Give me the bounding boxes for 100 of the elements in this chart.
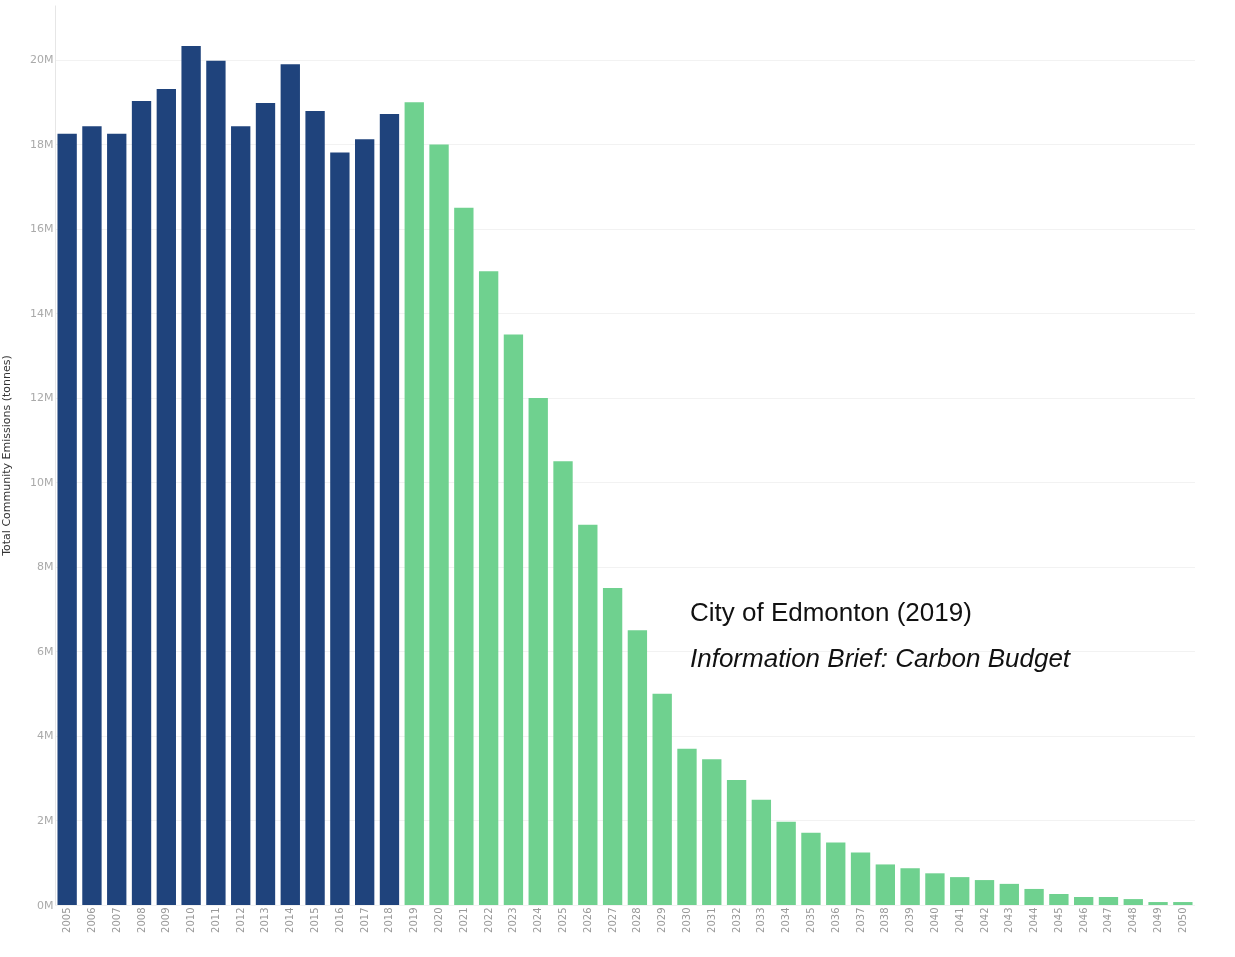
bar: [57, 133, 77, 905]
bar: [404, 102, 424, 905]
x-tick-label: 2039: [904, 907, 916, 933]
x-tick-label: 2038: [879, 907, 891, 933]
bar: [280, 64, 300, 905]
x-tick-label: 2025: [557, 907, 569, 933]
x-tick-label: 2024: [532, 907, 544, 933]
bar: [850, 852, 871, 905]
bar: [950, 877, 970, 905]
x-tick-label: 2027: [606, 907, 618, 933]
x-tick-label: 2045: [1052, 907, 1064, 933]
bar: [181, 45, 201, 905]
x-tick-label: 2050: [1176, 907, 1188, 933]
bar: [677, 748, 697, 905]
bar: [305, 111, 325, 905]
bar: [131, 100, 152, 905]
bar: [1098, 896, 1119, 905]
bar: [1148, 902, 1168, 905]
bar: [726, 779, 747, 905]
bar: [1173, 902, 1193, 905]
bar: [107, 133, 127, 905]
x-tick-label: 2043: [1003, 907, 1015, 933]
y-axis-title: Total Community Emissions (tonnes): [0, 355, 14, 557]
bar: [801, 832, 821, 905]
x-tick-label: 2022: [482, 907, 494, 933]
bar: [702, 759, 722, 905]
x-tick-label: 2029: [656, 907, 668, 933]
bar: [925, 873, 945, 905]
bar: [602, 588, 623, 905]
bar: [379, 114, 400, 905]
bar: [231, 126, 251, 905]
x-tick-label: 2026: [581, 907, 593, 933]
x-tick-label: 2036: [829, 907, 841, 933]
x-tick-label: 2040: [928, 907, 940, 933]
bar: [652, 693, 672, 905]
bar: [1074, 896, 1094, 905]
x-tick-label: 2032: [730, 907, 742, 933]
bar: [206, 60, 226, 905]
bar: [156, 89, 176, 905]
annotation: Information Brief: Carbon Budget: [690, 641, 1071, 675]
y-tick-label: 20M: [30, 53, 54, 67]
x-tick-label: 2020: [433, 907, 445, 933]
bar: [255, 103, 276, 905]
x-tick-label: 2005: [61, 907, 73, 933]
y-tick-label: 0M: [37, 898, 54, 912]
bar: [553, 461, 573, 905]
y-tick-label: 10M: [30, 475, 54, 489]
bar: [82, 126, 102, 905]
x-tick-label: 2023: [507, 907, 519, 933]
x-tick-label: 2044: [1028, 907, 1040, 933]
bar: [454, 207, 474, 905]
x-tick-label: 2047: [1102, 907, 1114, 933]
x-tick-label: 2015: [309, 907, 321, 933]
bar: [826, 842, 846, 905]
x-tick-label: 2031: [705, 907, 717, 933]
x-tick-label: 2018: [383, 907, 395, 933]
x-tick-label: 2011: [209, 907, 221, 933]
bar: [478, 271, 499, 905]
x-tick-label: 2009: [160, 907, 172, 933]
bar: [900, 868, 920, 905]
x-tick-label: 2021: [457, 907, 469, 933]
x-tick-label: 2019: [408, 907, 420, 933]
y-tick-label: 12M: [30, 391, 54, 405]
x-tick-label: 2016: [333, 907, 345, 933]
bar: [429, 144, 449, 905]
x-tick-label: 2048: [1127, 907, 1139, 933]
bar: [999, 883, 1019, 905]
x-tick-label: 2012: [234, 907, 246, 933]
bar: [330, 152, 350, 905]
bar: [875, 864, 895, 905]
x-tick-label: 2046: [1077, 907, 1089, 933]
y-tick-label: 18M: [30, 137, 54, 151]
x-tick-label: 2049: [1152, 907, 1164, 933]
x-tick-label: 2034: [780, 907, 792, 933]
x-tick-label: 2035: [804, 907, 816, 933]
bar: [627, 630, 648, 905]
y-tick-label: 2M: [37, 813, 54, 827]
x-tick-label: 2017: [358, 907, 370, 933]
x-tick-label: 2037: [854, 907, 866, 933]
bar: [1024, 888, 1044, 905]
bar: [578, 524, 598, 905]
y-tick-label: 16M: [30, 222, 54, 236]
x-tick-label: 2008: [135, 907, 147, 933]
y-tick-label: 6M: [37, 644, 54, 658]
x-tick-label: 2041: [953, 907, 965, 933]
x-tick-label: 2007: [110, 907, 122, 933]
bar: [528, 397, 548, 905]
x-tick-label: 2042: [978, 907, 990, 933]
bar: [503, 334, 524, 905]
x-tick-label: 2014: [284, 907, 296, 933]
x-tick-label: 2033: [755, 907, 767, 933]
bar: [776, 821, 796, 905]
bar: [1123, 899, 1143, 905]
y-tick-label: 4M: [37, 729, 54, 743]
bar: [1049, 894, 1069, 905]
y-tick-label: 14M: [30, 306, 54, 320]
x-tick-label: 2010: [185, 907, 197, 933]
x-tick-label: 2030: [680, 907, 692, 933]
bar: [974, 880, 995, 905]
bar: [751, 799, 772, 905]
